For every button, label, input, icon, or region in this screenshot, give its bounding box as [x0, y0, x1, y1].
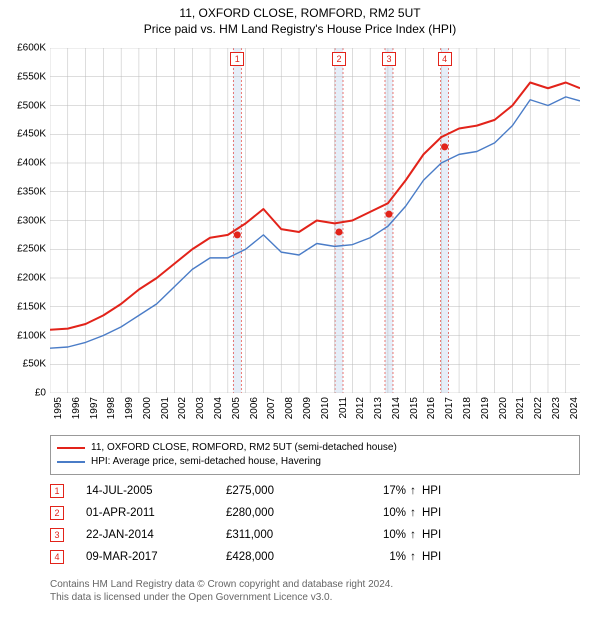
plot-svg	[50, 48, 580, 393]
transaction-hpi-label: HPI	[420, 507, 580, 519]
transaction-date: 01-APR-2011	[86, 507, 226, 519]
transaction-date: 09-MAR-2017	[86, 551, 226, 563]
x-tick-label: 2020	[498, 397, 509, 419]
up-arrow-icon: ↑	[406, 485, 420, 497]
x-tick-label: 2002	[177, 397, 188, 419]
x-tick-label: 2018	[462, 397, 473, 419]
marker-badge: 4	[438, 52, 452, 66]
legend: 11, OXFORD CLOSE, ROMFORD, RM2 5UT (semi…	[50, 435, 580, 475]
y-tick-label: £0	[35, 388, 46, 399]
y-tick-label: £50K	[23, 359, 46, 370]
x-tick-label: 2008	[284, 397, 295, 419]
transaction-badge: 4	[50, 550, 64, 564]
x-tick-label: 1998	[106, 397, 117, 419]
x-tick-label: 2023	[551, 397, 562, 419]
x-tick-label: 2016	[426, 397, 437, 419]
transaction-price: £275,000	[226, 485, 346, 497]
y-tick-label: £600K	[17, 43, 46, 54]
table-row: 4 09-MAR-2017£428,0001%↑HPI	[50, 546, 580, 568]
x-tick-label: 2001	[160, 397, 171, 419]
legend-label-2: HPI: Average price, semi-detached house,…	[91, 455, 321, 469]
legend-swatch-2	[57, 461, 85, 462]
transaction-diff: 17%	[346, 485, 406, 497]
y-tick-label: £300K	[17, 215, 46, 226]
x-tick-label: 2007	[266, 397, 277, 419]
x-tick-label: 2004	[213, 397, 224, 419]
transactions-table: 114-JUL-2005£275,00017%↑HPI201-APR-2011£…	[50, 480, 580, 568]
marker-badge: 3	[382, 52, 396, 66]
y-tick-label: £100K	[17, 330, 46, 341]
x-tick-label: 2011	[338, 397, 349, 419]
x-tick-label: 2019	[480, 397, 491, 419]
x-tick-label: 2013	[373, 397, 384, 419]
y-tick-label: £450K	[17, 129, 46, 140]
y-tick-label: £250K	[17, 244, 46, 255]
marker-badge: 2	[332, 52, 346, 66]
x-tick-label: 2005	[231, 397, 242, 419]
y-tick-label: £500K	[17, 100, 46, 111]
transaction-diff: 10%	[346, 507, 406, 519]
transaction-badge: 2	[50, 506, 64, 520]
transaction-hpi-label: HPI	[420, 485, 580, 497]
x-tick-label: 2009	[302, 397, 313, 419]
up-arrow-icon: ↑	[406, 529, 420, 541]
table-row: 1 14-JUL-2005£275,00017%↑HPI	[50, 480, 580, 502]
transaction-badge: 1	[50, 484, 64, 498]
legend-row: HPI: Average price, semi-detached house,…	[57, 455, 573, 469]
title-subtitle: Price paid vs. HM Land Registry's House …	[0, 22, 600, 38]
x-tick-label: 2010	[320, 397, 331, 419]
table-row: 2 01-APR-2011£280,00010%↑HPI	[50, 502, 580, 524]
legend-swatch-1	[57, 447, 85, 449]
y-tick-label: £550K	[17, 71, 46, 82]
chart-area: 1 2 3 4	[50, 48, 580, 393]
up-arrow-icon: ↑	[406, 507, 420, 519]
legend-row: 11, OXFORD CLOSE, ROMFORD, RM2 5UT (semi…	[57, 441, 573, 455]
table-row: 3 22-JAN-2014£311,00010%↑HPI	[50, 524, 580, 546]
transaction-price: £311,000	[226, 529, 346, 541]
transaction-price: £280,000	[226, 507, 346, 519]
x-tick-label: 2012	[355, 397, 366, 419]
footer-line-2: This data is licensed under the Open Gov…	[50, 591, 580, 604]
x-tick-label: 2014	[391, 397, 402, 419]
y-tick-label: £200K	[17, 273, 46, 284]
y-tick-label: £350K	[17, 186, 46, 197]
x-tick-label: 2006	[249, 397, 260, 419]
x-tick-label: 2003	[195, 397, 206, 419]
transaction-diff: 1%	[346, 551, 406, 563]
transaction-hpi-label: HPI	[420, 529, 580, 541]
transaction-date: 22-JAN-2014	[86, 529, 226, 541]
title-address: 11, OXFORD CLOSE, ROMFORD, RM2 5UT	[0, 6, 600, 22]
footer: Contains HM Land Registry data © Crown c…	[50, 578, 580, 604]
transaction-diff: 10%	[346, 529, 406, 541]
marker-badge: 1	[230, 52, 244, 66]
transaction-hpi-label: HPI	[420, 551, 580, 563]
x-tick-label: 1999	[124, 397, 135, 419]
x-tick-label: 2024	[569, 397, 580, 419]
transaction-price: £428,000	[226, 551, 346, 563]
x-tick-label: 2015	[409, 397, 420, 419]
transaction-date: 14-JUL-2005	[86, 485, 226, 497]
x-tick-label: 1995	[53, 397, 64, 419]
transaction-badge: 3	[50, 528, 64, 542]
y-tick-label: £400K	[17, 158, 46, 169]
up-arrow-icon: ↑	[406, 551, 420, 563]
legend-label-1: 11, OXFORD CLOSE, ROMFORD, RM2 5UT (semi…	[91, 441, 397, 455]
chart-container: 11, OXFORD CLOSE, ROMFORD, RM2 5UT Price…	[0, 0, 600, 620]
footer-line-1: Contains HM Land Registry data © Crown c…	[50, 578, 580, 591]
x-tick-label: 2000	[142, 397, 153, 419]
x-tick-label: 1996	[71, 397, 82, 419]
x-tick-label: 2017	[444, 397, 455, 419]
x-tick-label: 1997	[89, 397, 100, 419]
x-tick-label: 2021	[515, 397, 526, 419]
x-axis-labels: 1995 1996 1997 1998 1999 2000 2001 2002 2003 2004…	[50, 395, 580, 435]
x-tick-label: 2022	[533, 397, 544, 419]
y-axis-labels: £0£50K£100K£150K£200K£250K£300K£350K£400…	[2, 48, 48, 393]
y-tick-label: £150K	[17, 301, 46, 312]
title-block: 11, OXFORD CLOSE, ROMFORD, RM2 5UT Price…	[0, 0, 600, 37]
